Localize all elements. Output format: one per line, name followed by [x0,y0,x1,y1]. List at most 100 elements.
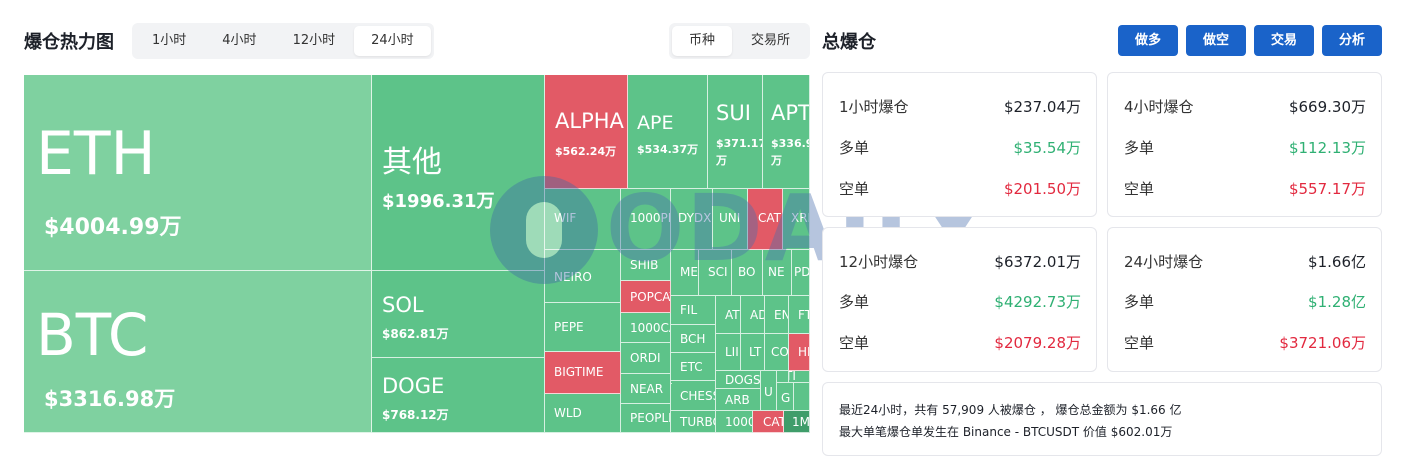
heatmap-cell-atom[interactable]: AT [716,296,741,334]
liquidation-summary: 最近24小时，共有 57,909 人被爆仓 ， 爆仓总金额为 $1.66 亿 最… [822,382,1382,456]
tab-24h[interactable]: 24小时 [354,26,431,56]
heatmap-cell-dydx[interactable]: DYDX [671,189,713,250]
analysis-button[interactable]: 分析 [1322,25,1382,56]
short-label: 空单 [1124,334,1155,352]
cell-symbol: PEOPLE [630,411,670,425]
heatmap-cell-other[interactable]: 其他 $1996.31万 [372,75,545,271]
cell-symbol: AD [750,308,764,322]
heatmap-cell-ftm[interactable]: FT [789,296,810,334]
cell-symbol: G [781,391,791,405]
tab-coin[interactable]: 币种 [672,26,733,56]
short-value: $201.50万 [1003,180,1081,198]
trade-button[interactable]: 交易 [1254,25,1314,56]
heatmap-cell-xrp[interactable]: XRI [783,189,810,250]
liquidation-heatmap: ETH $4004.99万 BTC $3316.98万 其他 $1996.31万… [24,75,810,433]
heatmap-cell-bome[interactable]: BO [732,250,763,296]
heatmap-cell-g[interactable]: G [777,383,794,411]
heatmap-cell-bch[interactable]: BCH [671,325,716,353]
cell-symbol: NEIRO [554,270,592,284]
cell-value: $1996.31万 [382,191,495,212]
cell-value: $4004.99万 [44,215,182,240]
cell-symbol: ETH [36,119,156,189]
liquidation-card-1h: 1小时爆仓 $237.04万 多单 $35.54万 空单 $201.50万 [822,72,1097,217]
tab-4h[interactable]: 4小时 [222,33,257,48]
cell-symbol: APE [637,112,674,134]
heatmap-cell-cat[interactable]: CAT [748,189,783,250]
cell-symbol: APT [771,101,810,125]
cell-symbol: FIL [680,303,698,317]
tab-12h[interactable]: 12小时 [292,33,336,48]
heatmap-cell-bigtime[interactable]: BIGTIME [545,352,621,394]
heatmap-cell-me[interactable]: ME [671,250,699,296]
heatmap-cell-dogs[interactable]: DOGS [716,371,761,389]
heatmap-cell-fil[interactable]: FIL [671,296,716,325]
card-title: 1小时爆仓 [839,98,909,116]
cell-symbol: ME [680,265,698,279]
cell-symbol: DOGE [382,374,445,398]
heatmap-cell-small-b[interactable] [671,383,672,384]
heatmap-cell-chess[interactable]: CHESS [671,381,716,411]
cell-symbol: FT [798,308,809,322]
heatmap-cell-shib[interactable]: SHIB [621,250,671,281]
heatmap-cell-etc[interactable]: ETC [671,353,716,381]
heatmap-cell-small-a[interactable] [794,383,810,411]
heatmap-cell-link[interactable]: LII [716,334,741,371]
heatmap-cell-ape[interactable]: APE $534.37万 [628,75,708,189]
heatmap-cell-alpha[interactable]: ALPHA $562.24万 [545,75,628,189]
heatmap-cell-doge[interactable]: DOGE $768.12万 [372,358,545,433]
tab-exchange[interactable]: 交易所 [751,33,791,48]
heatmap-cell-scr[interactable]: SCI [699,250,732,296]
heatmap-cell-1000cat[interactable]: 1000CA [621,313,671,343]
heatmap-cell-apt[interactable]: APT $336.9万 [763,75,810,189]
tab-1h[interactable]: 1小时 [152,33,187,48]
heatmap-cell-turbo[interactable]: TURBO [671,411,716,433]
total-liquidation-title: 总爆仓 [822,32,876,53]
heatmap-cell-pd[interactable]: PD [792,250,810,296]
heatmap-cell-neiro[interactable]: NEIRO [545,250,621,303]
heatmap-cell-u[interactable]: U [761,371,777,411]
heatmap-cell-btc[interactable]: BTC $3316.98万 [24,271,372,433]
heatmap-cell-hnt[interactable]: HN [789,334,810,371]
heatmap-cell-small-c[interactable] [777,371,789,383]
cell-value: $534.37万 [637,143,699,156]
card-total: $6372.01万 [994,253,1081,271]
heatmap-cell-people[interactable]: PEOPLE [621,404,671,433]
heatmap-cell-ada[interactable]: AD [741,296,765,334]
cell-symbol: CAT [758,211,781,225]
heatmap-cell-wld[interactable]: WLD [545,394,621,433]
long-button[interactable]: 做多 [1118,25,1178,56]
heatmap-cell-ordi[interactable]: ORDI [621,343,671,374]
cell-symbol: NE [768,265,785,279]
heatmap-cell-1000pepe[interactable]: 1000PE [621,189,671,250]
heatmap-title: 爆仓热力图 [24,32,114,53]
short-button[interactable]: 做空 [1186,25,1246,56]
heatmap-cell-near2[interactable]: NE [763,250,792,296]
heatmap-cell-pepe[interactable]: PEPE [545,303,621,352]
heatmap-cell-arb[interactable]: ARB [716,389,761,411]
cell-symbol: SOL [382,293,424,317]
cell-symbol: HN [798,345,809,359]
cell-symbol: NEAR [630,382,664,396]
cell-symbol: TURBO [680,415,715,429]
cell-symbol: AT [725,308,740,322]
heatmap-cell-near[interactable]: NEAR [621,374,671,404]
heatmap-cell-ens[interactable]: EN [765,296,789,334]
heatmap-cell-sol[interactable]: SOL $862.81万 [372,271,545,358]
heatmap-cell-sui[interactable]: SUI $371.17万 [708,75,763,189]
long-value: $35.54万 [1013,139,1082,157]
heatmap-cell-popcat[interactable]: POPCAT [621,281,671,313]
cell-symbol: U [764,385,773,399]
heatmap-cell-eth[interactable]: ETH $4004.99万 [24,75,372,271]
heatmap-cell-cati[interactable]: CAT [753,411,784,433]
heatmap-cell-ltc[interactable]: LT [741,334,765,371]
card-title: 24小时爆仓 [1124,253,1204,271]
heatmap-cell-ti[interactable]: TI [789,371,810,383]
heatmap-cell-1000sats[interactable]: 1000S [716,411,753,433]
cell-symbol: UNI [719,211,741,225]
heatmap-cell-wif[interactable]: WIF [545,189,621,250]
heatmap-cell-comp[interactable]: CO [765,334,789,371]
long-label: 多单 [1124,293,1155,311]
heatmap-cell-uni[interactable]: UNI [713,189,748,250]
heatmap-cell-1mbabydoge[interactable]: 1M [784,411,810,433]
liquidation-card-24h: 24小时爆仓 $1.66亿 多单 $1.28亿 空单 $3721.06万 [1107,227,1382,372]
